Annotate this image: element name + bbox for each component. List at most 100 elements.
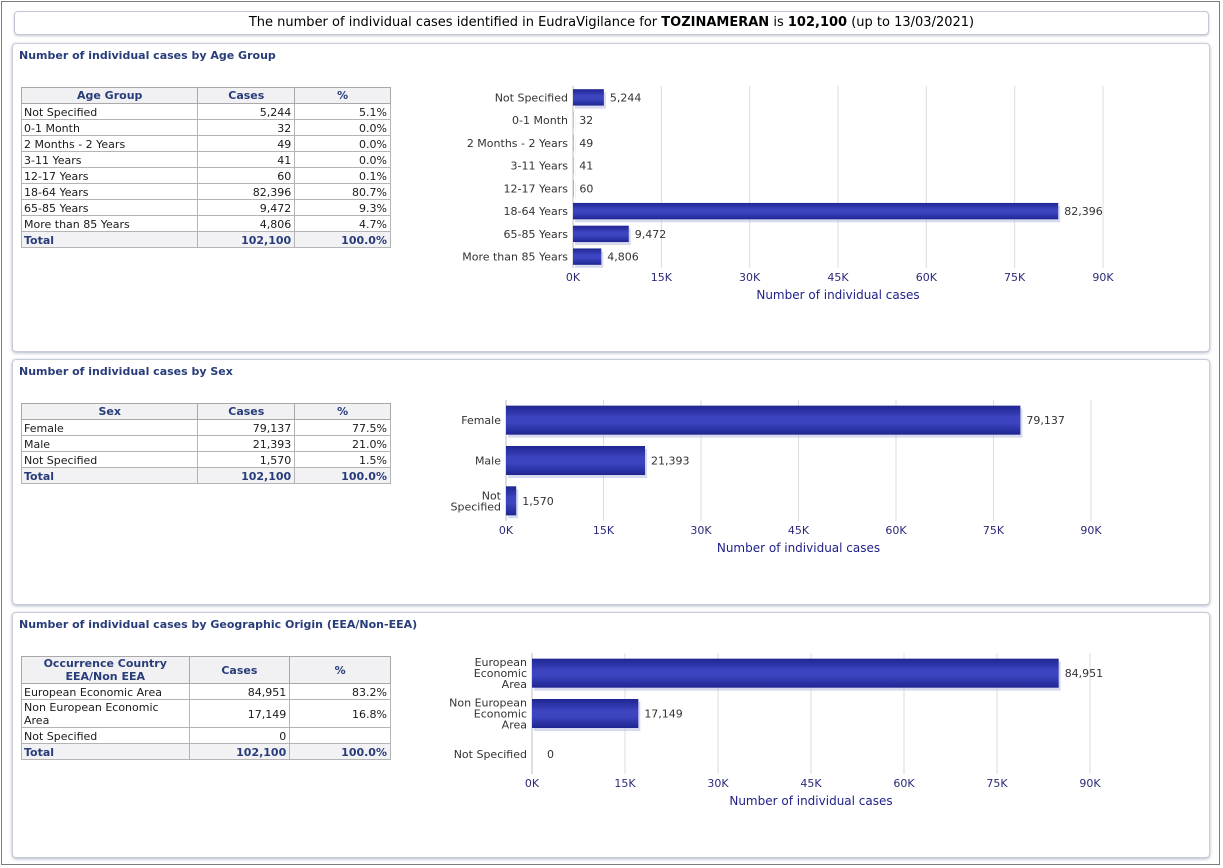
percent-cell: 77.5% (294, 419, 391, 436)
row-label: Not Specified (20, 451, 199, 468)
sex-panel-title: Number of individual cases by Sex (19, 365, 233, 378)
data-label: 49 (579, 137, 593, 150)
percent-cell: 80.7% (294, 183, 391, 200)
bar (506, 486, 517, 516)
cases-cell: 49 (197, 135, 296, 152)
percent-cell: 0.0% (294, 135, 391, 152)
row-label: European Economic Area (21, 683, 190, 700)
category-label: 18-64 Years (504, 205, 569, 218)
x-tick-label: 30K (707, 777, 729, 790)
category-label: Specified (450, 500, 501, 513)
table-row: 0-1 Month 32 0.0% (20, 119, 391, 136)
cases-cell: 41 (197, 151, 296, 168)
bar (532, 698, 639, 729)
data-label: 4,806 (607, 251, 639, 264)
row-label: 0-1 Month (20, 119, 199, 136)
table-row: 3-11 Years 41 0.0% (20, 151, 391, 168)
cases-cell: 21,393 (197, 435, 296, 452)
banner-prefix: The number of individual cases identifie… (248, 15, 658, 30)
x-tick-label: 60K (893, 777, 915, 790)
cases-cell: 4,806 (197, 215, 296, 232)
percent-cell: 100.0% (294, 467, 391, 484)
category-label: European (475, 656, 527, 669)
x-tick-label: 0K (525, 777, 540, 790)
row-label: Not Specified (20, 103, 199, 120)
percent-cell: 9.3% (294, 199, 391, 216)
data-label: 21,393 (651, 455, 690, 468)
x-axis-title: Number of individual cases (717, 541, 880, 555)
x-tick-label: 30K (690, 524, 712, 537)
x-tick-label: 15K (593, 524, 615, 537)
cases-cell: 1,570 (197, 451, 296, 468)
cases-cell: 32 (197, 119, 296, 136)
category-label: Not Specified (495, 91, 568, 104)
sex-panel: Number of individual cases by Sex Sex Cas… (12, 359, 1210, 605)
percent-cell: 0.1% (294, 167, 391, 184)
banner-middle: is (773, 15, 784, 30)
column-header: Cases (197, 403, 296, 420)
x-axis-title: Number of individual cases (756, 288, 919, 302)
percent-cell: 21.0% (294, 435, 391, 452)
data-label: 60 (579, 182, 593, 195)
banner-total: 102,100 (787, 15, 848, 30)
banner-product: TOZINAMERAN (661, 15, 770, 30)
percent-cell: 0.0% (294, 151, 391, 168)
x-tick-label: 0K (499, 524, 514, 537)
x-axis-title: Number of individual cases (729, 794, 892, 808)
sex-chart: 0K 15K 30K 45K 60K 75K 90K Number of individual… (450, 400, 1102, 555)
geo-origin-table: Occurrence Country EEA/Non EEA Cases% Euro… (21, 656, 391, 760)
x-tick-label: 90K (1080, 524, 1102, 537)
geo-origin-chart: 0K 15K 30K 45K 60K 75K 90K Number of individual… (449, 653, 1103, 808)
category-label: 12-17 Years (504, 182, 569, 195)
cases-cell: 102,100 (188, 743, 291, 760)
row-label: More than 85 Years (20, 215, 199, 232)
category-label: Economic (474, 667, 527, 680)
column-header: Age Group (20, 87, 199, 104)
bar (573, 202, 1059, 220)
bar (573, 248, 602, 265)
x-tick-label: 45K (827, 271, 849, 284)
table-row: Not Specified 5,244 5.1% (20, 103, 391, 120)
table-total-row: Total 102,100 100.0% (21, 743, 391, 760)
table-row: Non European Economic Area 17,149 16.8% (21, 699, 391, 728)
table-row: European Economic Area 84,951 83.2% (21, 683, 391, 700)
data-label: 0 (547, 748, 554, 761)
x-tick-label: 60K (885, 524, 907, 537)
category-label: Female (461, 414, 501, 427)
cases-cell: 84,951 (188, 683, 291, 700)
geo-origin-panel: Number of individual cases by Geographic… (12, 612, 1210, 858)
data-label: 79,137 (1026, 414, 1065, 427)
row-label: Total (21, 743, 190, 760)
row-label: 18-64 Years (20, 183, 199, 200)
bar (573, 89, 604, 106)
percent-cell: 5.1% (294, 103, 391, 120)
row-label: Not Specified (21, 727, 190, 744)
x-tick-label: 15K (651, 271, 673, 284)
table-row: 18-64 Years 82,396 80.7% (20, 183, 391, 200)
table-row: Not Specified 0 (21, 727, 391, 744)
percent-cell (289, 727, 391, 744)
cases-cell: 0 (188, 727, 291, 744)
category-label: Not Specified (454, 748, 527, 761)
bar (532, 658, 1059, 688)
column-header: Cases (188, 656, 291, 684)
bar (573, 225, 629, 243)
column-header: % (294, 403, 391, 420)
age-group-chart: 0K 15K 30K 45K 60K 75K 90K Number of individual… (462, 86, 1114, 302)
data-label: 5,244 (610, 91, 642, 104)
cases-cell: 102,100 (197, 231, 296, 248)
geo-origin-panel-title: Number of individual cases by Geographic… (19, 618, 418, 631)
percent-cell: 4.7% (294, 215, 391, 232)
column-header: % (294, 87, 391, 104)
age-group-panel-title: Number of individual cases by Age Group (19, 49, 276, 62)
column-header: Sex (20, 403, 199, 420)
row-label: Total (20, 467, 199, 484)
percent-cell: 16.8% (289, 699, 391, 728)
percent-cell: 100.0% (289, 743, 391, 760)
x-tick-label: 60K (916, 271, 938, 284)
table-total-row: Total 102,100 100.0% (20, 467, 391, 484)
cases-cell: 60 (197, 167, 296, 184)
age-group-table: Age Group Cases% Not Specified 5,244 5.1% 0-1… (20, 87, 391, 248)
table-row: 12-17 Years 60 0.1% (20, 167, 391, 184)
category-label: 65-85 Years (504, 228, 569, 241)
